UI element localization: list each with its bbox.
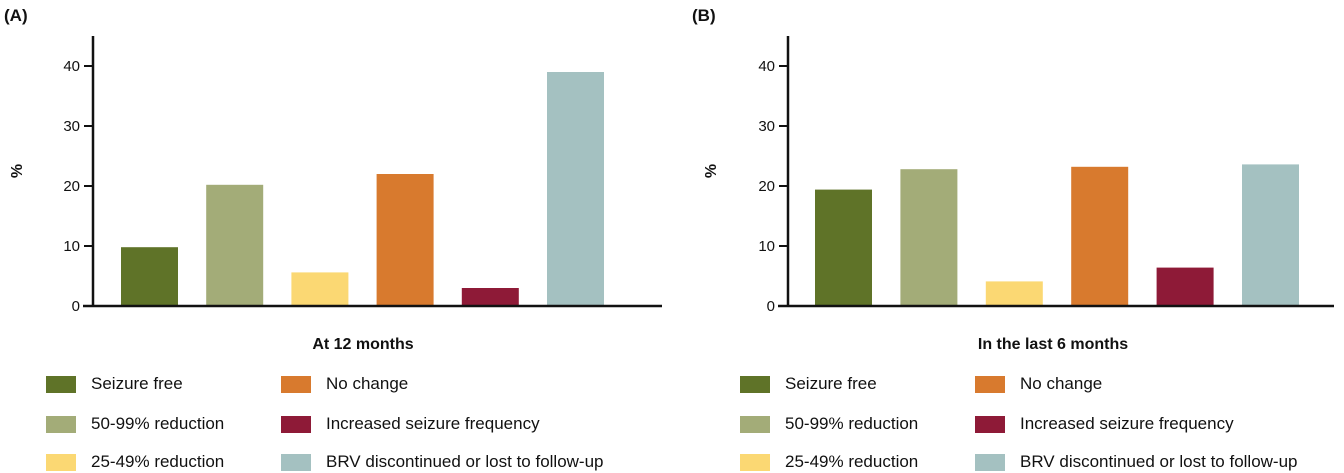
legend-label: 50-99% reduction [785, 414, 919, 433]
panel-label: (B) [692, 6, 716, 25]
legend-label: BRV discontinued or lost to follow-up [326, 452, 604, 471]
bar-increased-seizure-frequency [1156, 267, 1214, 306]
legend-swatch [46, 453, 76, 471]
legend-swatch [281, 453, 311, 471]
legend-swatch [740, 415, 770, 433]
legend-item-50-99-reduction: 50-99% reduction [740, 414, 918, 434]
legend-swatch [46, 375, 76, 393]
legend-swatch [46, 415, 76, 433]
y-tick-label: 30 [758, 118, 775, 135]
y-tick-label: 0 [72, 298, 80, 315]
legend-label: BRV discontinued or lost to follow-up [1020, 452, 1298, 471]
bar-increased-seizure-frequency [461, 288, 519, 306]
legend-item-increased-seizure-frequency: Increased seizure frequency [975, 414, 1234, 434]
legend-label: Seizure free [91, 374, 183, 393]
x-axis-label: In the last 6 months [977, 336, 1129, 353]
legend-label: No change [326, 374, 409, 393]
legend-label: Increased seizure frequency [1020, 414, 1234, 433]
bar-25-49-reduction [291, 272, 349, 306]
legend-item-no-change: No change [281, 374, 408, 394]
legend-label: Increased seizure frequency [326, 414, 540, 433]
y-tick-label: 40 [758, 58, 775, 75]
y-tick-label: 30 [63, 118, 80, 135]
y-tick-label: 20 [758, 178, 775, 195]
legend-swatch [281, 375, 311, 393]
y-tick-label: 20 [63, 178, 80, 195]
bar-chart-b: % 0 10 20 30 40 [703, 36, 1334, 315]
y-tick-label: 40 [63, 58, 80, 75]
chart-panel-a: (A) % 0 10 20 30 40 At 12 months Seizure free… [4, 6, 662, 472]
chart-panel-b: (B) % 0 10 20 30 40 In the last 6 months Seiz… [672, 0, 1344, 473]
y-axis-label: % [9, 164, 26, 178]
bar-brv-discontinued-or-lost-to-follow-up [1242, 164, 1299, 306]
panel-label: (A) [4, 6, 28, 25]
bar-chart-a: % 0 10 20 30 40 [9, 36, 662, 315]
legend-item-brv-discontinued: BRV discontinued or lost to follow-up [975, 452, 1298, 472]
legend-item-brv-discontinued: BRV discontinued or lost to follow-up [281, 452, 604, 472]
legend-swatch [281, 415, 311, 433]
y-tick-label: 10 [63, 238, 80, 255]
legend-swatch [740, 375, 770, 393]
bar-50-99-reduction [206, 184, 264, 306]
legend-item-no-change: No change [975, 374, 1102, 394]
legend-label: 50-99% reduction [91, 414, 225, 433]
bar-no-change [376, 174, 434, 306]
bar-50-99-reduction [900, 169, 958, 306]
legend-item-25-49-reduction: 25-49% reduction [740, 452, 918, 472]
legend-swatch [975, 375, 1005, 393]
legend-item-increased-seizure-frequency: Increased seizure frequency [281, 414, 540, 434]
legend-swatch [975, 453, 1005, 471]
legend-label: Seizure free [785, 374, 877, 393]
legend-label: 25-49% reduction [91, 452, 225, 471]
bar-25-49-reduction [985, 281, 1043, 306]
legend-item-50-99-reduction: 50-99% reduction [46, 414, 224, 434]
bar-seizure-free [815, 189, 872, 306]
bar-brv-discontinued-or-lost-to-follow-up [547, 72, 604, 306]
legend-item-25-49-reduction: 25-49% reduction [46, 452, 224, 472]
bar-seizure-free [121, 247, 178, 306]
legend-item-seizure-free: Seizure free [740, 374, 877, 394]
y-tick-label: 0 [767, 298, 775, 315]
bar-no-change [1071, 166, 1129, 306]
legend-swatch [740, 453, 770, 471]
legend-swatch [975, 415, 1005, 433]
y-axis-label: % [703, 164, 720, 178]
legend-label: 25-49% reduction [785, 452, 919, 471]
y-tick-label: 10 [758, 238, 775, 255]
x-axis-label: At 12 months [312, 336, 414, 353]
legend-item-seizure-free: Seizure free [46, 374, 183, 394]
legend-label: No change [1020, 374, 1103, 393]
